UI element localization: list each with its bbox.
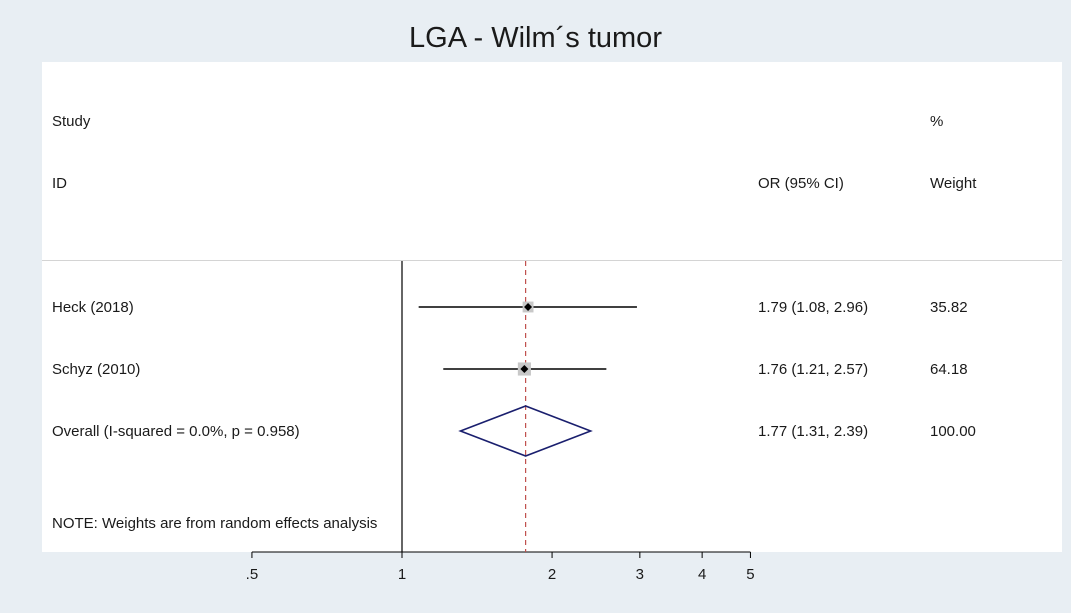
- x-tick-label-2: 2: [548, 566, 556, 583]
- header-separator: [42, 260, 1062, 261]
- x-tick-label-4: 4: [698, 566, 706, 583]
- x-tick-label-0: .5: [246, 566, 259, 583]
- x-tick-label-1: 1: [398, 566, 406, 583]
- header-id: ID: [52, 175, 67, 192]
- study-label-1: Schyz (2010): [52, 361, 141, 378]
- overall-diamond: [458, 405, 593, 457]
- x-tick-label-5: 5: [746, 566, 754, 583]
- study-or-0: 1.79 (1.08, 2.96): [758, 299, 869, 316]
- header-percent: %: [930, 113, 944, 130]
- study-label-0: Heck (2018): [52, 299, 134, 316]
- note-text: NOTE: Weights are from random effects an…: [52, 515, 378, 532]
- point-estimate-1: [520, 365, 529, 373]
- header-or-ci: OR (95% CI): [758, 175, 844, 192]
- header-weight: Weight: [930, 175, 977, 192]
- point-estimate-0: [524, 303, 533, 311]
- study-weight-0: 35.82: [930, 299, 968, 316]
- overall-label: Overall (I-squared = 0.0%, p = 0.958): [52, 423, 300, 440]
- study-weight-1: 64.18: [930, 361, 968, 378]
- chart-title: LGA - Wilm´s tumor: [409, 22, 662, 54]
- header-study: Study: [52, 113, 91, 130]
- overall-weight: 100.00: [930, 423, 976, 440]
- overall-or: 1.77 (1.31, 2.39): [758, 423, 869, 440]
- x-tick-label-3: 3: [636, 566, 644, 583]
- study-or-1: 1.76 (1.21, 2.57): [758, 361, 869, 378]
